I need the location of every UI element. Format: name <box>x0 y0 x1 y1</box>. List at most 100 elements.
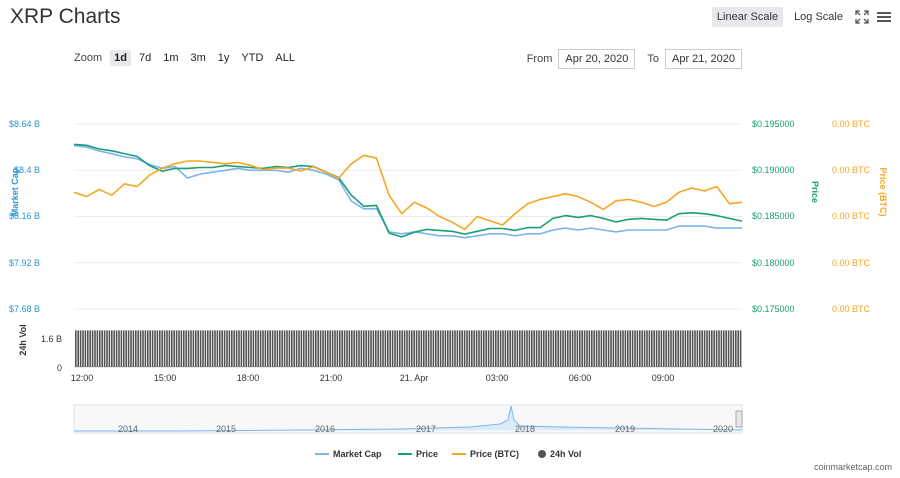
navigator-year-6: 2019 <box>615 424 635 434</box>
credit-link[interactable]: coinmarketcap.com <box>813 462 892 472</box>
y-left-tick-3: $8.16 B <box>9 211 40 221</box>
volume-bar <box>723 330 725 367</box>
volume-bar <box>279 330 281 367</box>
volume-bar <box>581 330 583 367</box>
volume-bar <box>535 330 538 367</box>
log-scale-button[interactable]: Log Scale <box>794 11 843 23</box>
volume-bar <box>360 330 363 367</box>
volume-bar <box>461 330 463 367</box>
volume-bar <box>99 330 101 367</box>
volume-bar <box>552 330 555 367</box>
zoom-7d-button[interactable]: 7d <box>138 52 152 64</box>
volume-bar <box>411 330 413 367</box>
volume-bar <box>499 330 502 367</box>
volume-bar <box>538 330 540 367</box>
volume-bar <box>262 330 264 367</box>
volume-bar <box>418 330 420 367</box>
volume-bar <box>288 330 291 367</box>
legend-item-volume[interactable]: 24h Vol <box>538 449 581 459</box>
volume-bar <box>96 330 99 367</box>
series-line-price-btc <box>73 154 743 231</box>
volume-bar <box>617 330 619 367</box>
volume-bars <box>75 330 742 367</box>
legend-item-price[interactable]: Price <box>398 449 438 459</box>
zoom-1m-button[interactable]: 1m <box>163 52 179 64</box>
volume-bar <box>593 330 595 367</box>
menu-icon[interactable] <box>876 9 892 25</box>
volume-bar <box>334 330 336 367</box>
from-date-input[interactable]: Apr 20, 2020 <box>558 49 636 69</box>
volume-bar <box>346 330 348 367</box>
y-price-tick-1: $0.195000 <box>752 119 795 129</box>
volume-bar <box>511 330 514 367</box>
x-tick-3: 18:00 <box>237 373 260 383</box>
volume-bar <box>319 330 322 367</box>
volume-bar <box>495 330 497 367</box>
volume-bar <box>533 330 535 367</box>
volume-bar <box>190 330 192 367</box>
volume-bar <box>312 330 315 367</box>
volume-bar <box>341 330 343 367</box>
volume-bar <box>171 330 173 367</box>
volume-bar <box>231 330 233 367</box>
volume-bar <box>715 330 718 367</box>
volume-bar <box>139 330 142 367</box>
navigator-year-1: 2014 <box>118 424 138 434</box>
to-date-input[interactable]: Apr 21, 2020 <box>665 49 742 69</box>
volume-bar <box>255 330 257 367</box>
legend-item-price-btc[interactable]: Price (BTC) <box>452 449 519 459</box>
y-btc-tick-1: 0.00 BTC <box>832 119 871 129</box>
volume-bar <box>480 330 483 367</box>
volume-bar <box>135 330 137 367</box>
volume-bar <box>245 330 247 367</box>
zoom-3m-button[interactable]: 3m <box>190 52 206 64</box>
volume-bar <box>545 330 547 367</box>
volume-bar <box>439 330 442 367</box>
volume-bar <box>665 330 667 367</box>
volume-bar <box>149 330 151 367</box>
navigator[interactable] <box>73 404 743 434</box>
volume-bar <box>459 330 461 367</box>
volume-bar <box>401 330 403 367</box>
zoom-all-button[interactable]: ALL <box>275 52 295 64</box>
volume-bar <box>456 330 459 367</box>
zoom-ytd-button[interactable]: YTD <box>241 52 264 64</box>
legend-label-volume: 24h Vol <box>550 449 581 459</box>
volume-bar <box>706 330 708 367</box>
volume-bar <box>557 330 559 367</box>
volume-bar <box>147 330 149 367</box>
volume-bar <box>154 330 156 367</box>
volume-bar <box>178 330 180 367</box>
legend-item-market-cap[interactable]: Market Cap <box>315 449 382 459</box>
volume-bar <box>391 330 394 367</box>
volume-bar <box>576 330 579 367</box>
volume-bar <box>307 330 310 367</box>
volume-bar <box>684 330 687 367</box>
volume-bar <box>427 330 430 367</box>
y-left-axis-title: Market Cap <box>10 167 20 216</box>
linear-scale-button[interactable]: Linear Scale <box>711 7 784 27</box>
volume-bar <box>367 330 370 367</box>
volume-bar <box>667 330 670 367</box>
volume-bar <box>375 330 377 367</box>
volume-bar <box>327 330 329 367</box>
x-tick-8: 09:00 <box>652 373 675 383</box>
volume-bar <box>291 330 293 367</box>
volume-bar <box>562 330 564 367</box>
volume-bar <box>629 330 631 367</box>
volume-bar <box>387 330 389 367</box>
volume-bar <box>137 330 139 367</box>
volume-bar <box>711 330 713 367</box>
volume-bar <box>634 330 636 367</box>
volume-bar <box>663 330 665 367</box>
volume-bar <box>639 330 641 367</box>
zoom-label: Zoom <box>74 52 103 64</box>
zoom-1y-button[interactable]: 1y <box>217 52 230 64</box>
volume-bar <box>127 330 130 367</box>
y-price-tick-4: $0.180000 <box>752 258 795 268</box>
y-btc-tick-2: 0.00 BTC <box>832 165 871 175</box>
volume-bar <box>689 330 691 367</box>
fullscreen-icon[interactable] <box>854 9 870 25</box>
zoom-1d-button[interactable]: 1d <box>110 50 131 66</box>
